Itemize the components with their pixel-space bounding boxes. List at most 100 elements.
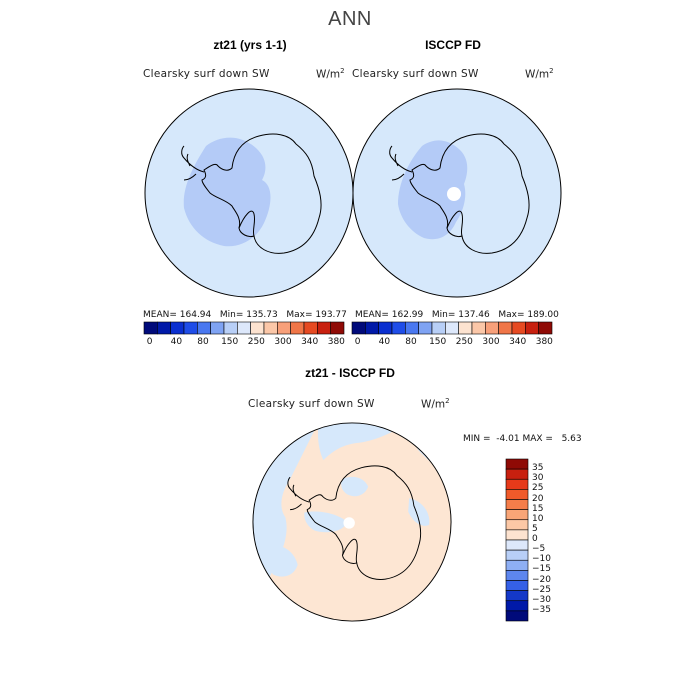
colorbar-tick-label: −25	[532, 584, 551, 595]
panel-1-stats: MEAN= 164.94 Min= 135.73 Max= 193.77	[143, 310, 347, 320]
colorbar-swatch	[157, 321, 171, 335]
panel-2-interior-field	[398, 140, 468, 240]
panel-3-max-label: MAX =	[522, 434, 553, 444]
panel-2-colorbar-ticks: 0 40 80 150 250 300 340 380	[352, 337, 553, 349]
panel-3-colorbar	[505, 458, 529, 622]
colorbar-swatch	[378, 321, 393, 335]
colorbar-swatch	[505, 529, 529, 541]
colorbar-swatch	[277, 321, 291, 335]
colorbar-tick-label: −30	[532, 594, 551, 605]
panel-3-map	[252, 422, 452, 622]
panel-2-mean-value: 162.99	[391, 310, 424, 320]
panel-2-polar-hole	[447, 187, 461, 201]
colorbar-tick-label: −15	[532, 564, 551, 575]
colorbar-swatch	[250, 321, 265, 335]
colorbar-tick-label: −5	[532, 544, 546, 555]
colorbar-swatch	[498, 321, 513, 335]
colorbar-swatch	[197, 321, 211, 335]
colorbar-tick-label: 30	[532, 473, 544, 484]
panel-1-mean-value: 164.94	[179, 310, 212, 320]
colorbar-swatch	[183, 321, 198, 335]
colorbar-tick-label: 250	[455, 337, 473, 347]
colorbar-swatch	[418, 321, 433, 335]
colorbar-tick-label: 380	[535, 337, 553, 347]
panel-1-ross-shelf	[238, 210, 256, 237]
colorbar-tick-label: 380	[327, 337, 345, 347]
colorbar-swatch	[505, 549, 529, 561]
colorbar-swatch	[538, 321, 553, 335]
colorbar-swatch	[511, 321, 526, 335]
colorbar-tick-label: 300	[274, 337, 292, 347]
colorbar-tick-label: −35	[532, 604, 551, 615]
colorbar-swatch	[505, 539, 529, 551]
panel-3-min-label: MIN =	[463, 434, 491, 444]
panel-3-polar-hole	[343, 517, 355, 529]
colorbar-tick-label: 80	[405, 337, 417, 347]
panel-1-mean-label: MEAN=	[143, 310, 177, 320]
colorbar-swatch	[405, 321, 419, 335]
colorbar-tick-label: 0	[532, 534, 538, 544]
panel-2-max-label: Max=	[498, 310, 525, 320]
panel-1-map	[144, 88, 354, 298]
colorbar-tick-label: 5	[532, 523, 538, 534]
panel-2-globe-outline	[352, 88, 562, 298]
panel-3-variable-label: Clearsky surf down SW	[248, 398, 375, 410]
panel-3-peninsula-coastline	[287, 476, 310, 511]
colorbar-swatch	[431, 321, 446, 335]
colorbar-swatch	[237, 321, 251, 335]
panel-1-title: zt21 (yrs 1-1)	[213, 38, 287, 52]
panel-3-min-value: -4.01	[496, 434, 520, 444]
colorbar-tick-label: 340	[301, 337, 319, 347]
colorbar-tick-label: 40	[378, 337, 391, 347]
colorbar-swatch	[505, 519, 529, 531]
panel-2-units: W/m2	[525, 67, 554, 81]
panel-3-ross-shelf	[342, 538, 358, 564]
panel-3-negative-field-north	[317, 422, 410, 461]
colorbar-tick-label: 25	[532, 483, 544, 494]
panel-3-max-value: 5.63	[561, 434, 582, 444]
panel-3-negative-field-southwest	[266, 545, 298, 577]
colorbar-swatch	[525, 321, 539, 335]
colorbar-swatch	[505, 478, 529, 490]
colorbar-swatch	[445, 321, 459, 335]
colorbar-swatch	[505, 610, 529, 622]
colorbar-tick-label: 340	[509, 337, 527, 347]
colorbar-swatch	[505, 570, 529, 581]
colorbar-swatch	[505, 590, 529, 602]
colorbar-tick-label: 10	[532, 513, 544, 524]
colorbar-swatch	[365, 321, 379, 335]
colorbar-swatch	[351, 321, 366, 335]
panel-1-max-label: Max=	[286, 310, 313, 320]
colorbar-swatch	[505, 489, 529, 500]
colorbar-swatch	[505, 458, 529, 470]
colorbar-tick-label: −20	[532, 574, 551, 585]
panel-3-antarctica-coastline	[306, 465, 422, 580]
panel-2-stats: MEAN= 162.99 Min= 137.46 Max= 189.00	[355, 310, 559, 320]
colorbar-swatch	[505, 468, 529, 480]
panel-2-map	[352, 88, 562, 298]
colorbar-tick-label: 0	[354, 337, 361, 347]
colorbar-swatch	[505, 499, 529, 510]
colorbar-tick-label: 150	[221, 337, 239, 347]
panel-2-antarctica-coastline	[409, 133, 530, 254]
panel-2-min-value: 137.46	[458, 310, 490, 320]
colorbar-swatch	[505, 509, 529, 521]
colorbar-swatch	[458, 321, 473, 335]
colorbar-swatch	[330, 321, 345, 335]
panel-1-colorbar	[143, 321, 345, 335]
colorbar-tick-label: 80	[197, 337, 209, 347]
colorbar-swatch	[303, 321, 318, 335]
panel-3-title: zt21 - ISCCP FD	[305, 366, 395, 380]
panel-1-interior-field	[183, 137, 271, 247]
colorbar-tick-label: 250	[247, 337, 265, 347]
colorbar-swatch	[505, 559, 529, 571]
panel-1-min-value: 135.73	[246, 310, 278, 320]
colorbar-swatch	[317, 321, 331, 335]
colorbar-swatch	[210, 321, 225, 335]
panel-3-colorbar-ticks: 35 30 25 20 15 10 5 0 −5 −10 −15 −20 −25 −30 −35	[532, 459, 572, 621]
panel-3-negative-field-west	[252, 422, 319, 622]
colorbar-tick-label: −10	[532, 554, 551, 565]
panel-3-units: W/m2	[421, 397, 450, 411]
panel-2-peninsula-coastline	[389, 145, 413, 181]
colorbar-swatch	[290, 321, 305, 335]
